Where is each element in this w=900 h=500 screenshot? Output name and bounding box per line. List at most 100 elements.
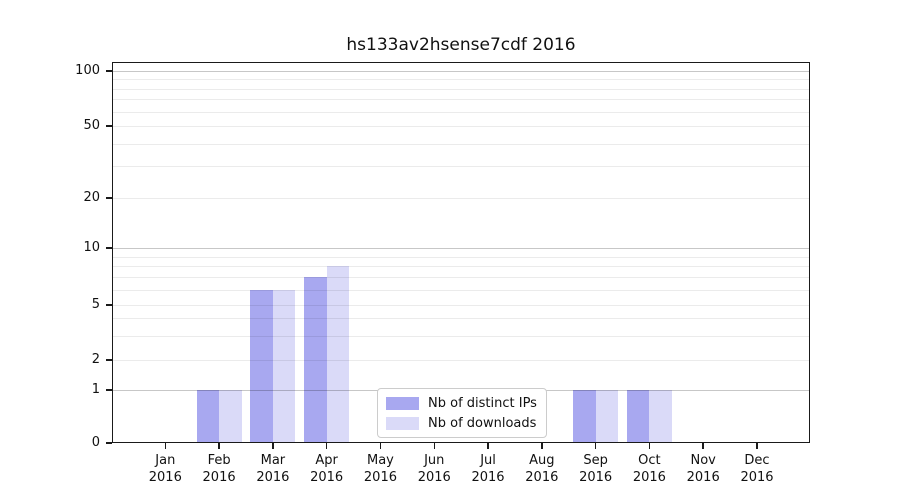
y-tick-label-100: 100	[75, 63, 100, 78]
x-tick-label-jun: Jun 2016	[407, 452, 461, 486]
bar-distinct-ips-oct	[626, 390, 650, 443]
x-tick-may	[379, 443, 382, 449]
gridline-minor-2	[112, 360, 810, 361]
x-tick-label-may: May 2016	[353, 452, 407, 486]
x-tick-label-mar: Mar 2016	[246, 452, 300, 486]
gridline-minor-5	[112, 305, 810, 306]
bar-downloads-feb	[219, 390, 242, 443]
bar-downloads-oct	[649, 390, 672, 443]
x-label-month-may: May	[367, 453, 394, 468]
y-tick-1	[106, 389, 112, 391]
y-tick-2	[106, 359, 112, 361]
bar-downloads-sep	[595, 390, 619, 443]
x-label-year-aug: 2016	[525, 470, 559, 485]
y-tick-label-10: 10	[83, 240, 100, 255]
y-tick-10	[106, 247, 112, 249]
x-tick-label-nov: Nov 2016	[676, 452, 730, 486]
x-tick-nov	[702, 443, 704, 449]
x-tick-feb	[218, 443, 220, 449]
x-tick-jul	[487, 443, 489, 449]
x-tick-apr	[325, 443, 328, 449]
x-label-month-mar: Mar	[260, 453, 286, 468]
bar-downloads-apr	[326, 266, 350, 443]
x-tick-label-apr: Apr 2016	[300, 452, 354, 486]
x-tick-dec	[756, 443, 758, 449]
y-tick-0	[106, 442, 112, 444]
x-label-year-may: 2016	[363, 470, 397, 485]
gridline-minor-60	[112, 111, 810, 113]
x-tick-label-aug: Aug 2016	[515, 452, 569, 486]
y-tick-label-0: 0	[91, 435, 100, 450]
gridline-minor-7	[112, 277, 810, 279]
gridline-minor-50	[112, 126, 810, 127]
gridline-minor-3	[112, 335, 810, 337]
gridline-minor-80	[112, 88, 810, 90]
gridline-minor-40	[112, 143, 810, 145]
x-label-year-jul: 2016	[471, 470, 505, 485]
x-label-year-jun: 2016	[417, 470, 451, 485]
gridline-minor-6	[112, 290, 810, 291]
x-tick-label-feb: Feb 2016	[192, 452, 246, 486]
x-label-month-oct: Oct	[638, 453, 661, 468]
gridline-minor-70	[112, 99, 810, 101]
legend-swatch-distinct-ips-icon	[386, 396, 419, 410]
y-tick-100	[106, 70, 112, 72]
x-label-year-jan: 2016	[148, 470, 182, 485]
x-tick-jan	[164, 443, 167, 449]
x-label-month-sep: Sep	[583, 453, 608, 468]
x-tick-label-jan: Jan 2016	[138, 452, 192, 486]
bar-distinct-ips-sep	[573, 390, 596, 443]
y-tick-20	[106, 197, 112, 199]
plot-border	[112, 62, 810, 443]
legend: Nb of distinct IPs Nb of downloads	[377, 388, 547, 438]
y-tick-50	[106, 125, 112, 127]
x-label-month-jan: Jan	[155, 453, 176, 468]
x-tick-label-sep: Sep 2016	[569, 452, 623, 486]
x-tick-mar	[272, 443, 274, 449]
x-label-year-mar: 2016	[256, 470, 290, 485]
x-label-month-jun: Jun	[424, 453, 445, 468]
bar-distinct-ips-mar	[250, 290, 273, 443]
x-label-month-aug: Aug	[529, 453, 555, 468]
gridline-minor-20	[112, 198, 810, 199]
x-tick-aug	[541, 443, 543, 449]
x-label-month-jul: Jul	[480, 453, 496, 468]
chart-title: hs133av2hsense7cdf 2016	[346, 35, 576, 55]
y-tick-label-20: 20	[83, 190, 100, 205]
x-label-year-feb: 2016	[202, 470, 236, 485]
y-tick-label-50: 50	[83, 118, 100, 133]
y-tick-label-1: 1	[91, 382, 100, 397]
gridline-minor-30	[112, 166, 810, 168]
y-tick-label-2: 2	[91, 352, 100, 367]
y-tick-5	[106, 304, 112, 306]
x-label-year-dec: 2016	[740, 470, 774, 485]
legend-label-distinct-ips: Nb of distinct IPs	[428, 395, 537, 411]
legend-swatch-downloads-icon	[386, 416, 419, 430]
gridline-minor-9	[112, 256, 810, 258]
x-label-year-apr: 2016	[310, 470, 344, 485]
bar-distinct-ips-feb	[196, 390, 220, 443]
legend-row-downloads: Nb of downloads	[386, 416, 538, 431]
x-label-month-nov: Nov	[690, 453, 716, 468]
x-label-month-dec: Dec	[744, 453, 770, 468]
bar-downloads-mar	[272, 290, 296, 443]
x-tick-sep	[594, 443, 597, 449]
legend-label-downloads: Nb of downloads	[428, 415, 537, 431]
x-label-year-sep: 2016	[579, 470, 613, 485]
x-tick-label-jul: Jul 2016	[461, 452, 515, 486]
x-label-year-nov: 2016	[686, 470, 720, 485]
gridline-major-100	[112, 71, 810, 72]
x-label-month-feb: Feb	[207, 453, 231, 468]
gridline-minor-8	[112, 266, 810, 268]
gridline-minor-4	[112, 318, 810, 320]
gridline-major-10	[112, 248, 810, 249]
legend-row-distinct-ips: Nb of distinct IPs	[386, 396, 538, 411]
gridline-minor-90	[112, 79, 810, 81]
bar-distinct-ips-apr	[304, 277, 327, 443]
x-tick-label-dec: Dec 2016	[730, 452, 784, 486]
x-label-month-apr: Apr	[315, 453, 338, 468]
x-tick-jun	[433, 443, 435, 449]
x-tick-oct	[648, 443, 651, 449]
